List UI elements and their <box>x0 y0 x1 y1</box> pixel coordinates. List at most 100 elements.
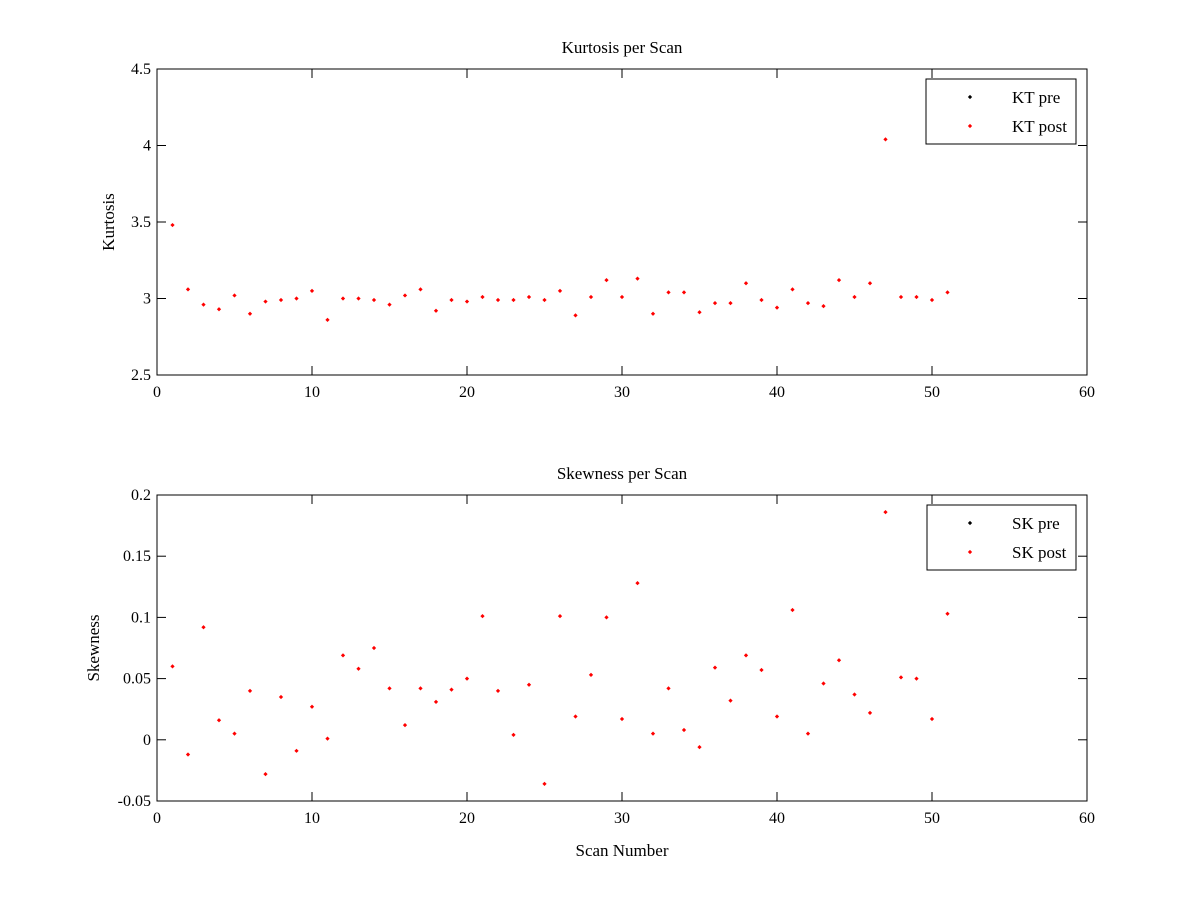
skewness-point-sk-post <box>650 731 656 736</box>
skewness-point-sk-post <box>759 667 764 673</box>
kurtosis-title: Kurtosis per Scan <box>562 38 683 57</box>
skewness-point-sk-post <box>697 745 702 750</box>
skewness-point-sk-post <box>356 666 361 671</box>
skewness-point-sk-post <box>898 675 904 680</box>
kurtosis-point-kt-post <box>666 290 671 295</box>
skewness-point-sk-post <box>790 607 795 613</box>
skewness-legend-marker <box>967 520 973 526</box>
skewness-ylabel: Skewness <box>84 614 103 681</box>
skewness-point-sk-post <box>170 664 175 669</box>
skewness-point-sk-post <box>805 731 811 736</box>
skewness-legend-box <box>926 504 1077 571</box>
skewness-point-sk-post <box>728 698 733 703</box>
kurtosis-point-kt-post <box>294 296 299 301</box>
skewness-point-sk-post <box>449 687 454 692</box>
skewness-point-sk-post <box>201 625 206 630</box>
skewness-legend-marker <box>967 549 973 555</box>
skewness-point-sk-post <box>588 672 594 678</box>
skewness-point-sk-post <box>945 611 950 616</box>
skewness-point-sk-post <box>263 771 268 777</box>
skewness-point-sk-post <box>929 716 935 722</box>
kurtosis-point-kt-post <box>557 288 563 293</box>
skewness-point-sk-post <box>433 699 439 704</box>
kurtosis-point-kt-post <box>449 297 454 303</box>
kurtosis-point-kt-post <box>681 290 687 295</box>
kurtosis-point-kt-post <box>728 300 733 306</box>
kurtosis-point-kt-post <box>511 297 516 303</box>
kurtosis-ytick-label: 4.5 <box>131 61 151 78</box>
kurtosis-point-kt-post <box>387 302 392 307</box>
skewness-ytick-label: 0.1 <box>131 609 151 626</box>
kurtosis-point-kt-post <box>852 294 857 300</box>
skewness-point-sk-post <box>821 681 826 686</box>
kurtosis-point-kt-post <box>805 300 811 306</box>
kurtosis-point-kt-post <box>883 137 888 142</box>
skewness-xlabel: Scan Number <box>575 841 668 860</box>
kurtosis-xtick-label: 50 <box>924 384 940 401</box>
skewness-point-sk-post <box>325 736 330 741</box>
kurtosis-point-kt-post <box>464 299 470 304</box>
kurtosis-legend-box <box>925 78 1077 145</box>
kurtosis-point-kt-post <box>495 297 501 303</box>
kurtosis-point-kt-post <box>867 281 873 286</box>
kurtosis-xtick-label: 10 <box>304 384 320 401</box>
skewness-point-sk-post <box>743 653 749 658</box>
skewness-point-sk-post <box>294 748 299 753</box>
kurtosis-ylabel: Kurtosis <box>99 193 118 251</box>
kurtosis-point-kt-post <box>216 307 222 312</box>
skewness-point-sk-post <box>495 688 501 693</box>
skewness-point-sk-post <box>681 727 687 733</box>
kurtosis-point-kt-post <box>433 308 439 313</box>
kurtosis-xtick-label: 0 <box>153 384 161 401</box>
skewness-xtick-label: 60 <box>1079 810 1095 827</box>
skewness-point-sk-post <box>883 510 888 515</box>
skewness-legend-label: SK pre <box>1012 514 1060 533</box>
kurtosis-point-kt-post <box>743 281 749 286</box>
skewness-point-sk-post <box>914 676 919 681</box>
skewness-point-sk-post <box>867 710 873 715</box>
kurtosis-ytick-label: 2.5 <box>131 367 151 384</box>
kurtosis-xtick-label: 30 <box>614 384 630 401</box>
skewness-point-sk-post <box>573 714 578 719</box>
kurtosis-point-kt-post <box>635 276 640 281</box>
kurtosis-point-kt-post <box>402 293 408 298</box>
kurtosis-point-kt-post <box>480 294 485 300</box>
kurtosis-point-kt-post <box>170 222 175 228</box>
skewness-point-sk-post <box>340 653 346 658</box>
kurtosis-point-kt-post <box>418 287 423 292</box>
skewness-point-sk-post <box>480 614 485 619</box>
kurtosis-point-kt-post <box>712 300 718 306</box>
kurtosis-point-kt-post <box>309 288 315 293</box>
kurtosis-ytick-label: 3.5 <box>131 214 151 231</box>
kurtosis-point-kt-post <box>604 278 609 283</box>
skewness-point-sk-post <box>387 686 392 691</box>
kurtosis-point-kt-post <box>929 297 935 303</box>
skewness-point-sk-post <box>402 722 408 728</box>
kurtosis-point-kt-post <box>325 317 330 323</box>
kurtosis-point-kt-post <box>371 297 377 303</box>
kurtosis-point-kt-post <box>588 294 594 300</box>
kurtosis-point-kt-post <box>619 294 625 300</box>
kurtosis-point-kt-post <box>650 311 656 316</box>
skewness-point-sk-post <box>232 731 237 736</box>
skewness-point-sk-post <box>247 688 253 693</box>
skewness-point-sk-post <box>852 692 857 697</box>
skewness-point-sk-post <box>712 665 718 670</box>
kurtosis-point-kt-post <box>185 287 191 292</box>
skewness-xtick-label: 30 <box>614 810 630 827</box>
skewness-legend-label: SK post <box>1012 543 1067 562</box>
skewness-point-sk-post <box>604 615 609 620</box>
kurtosis-point-kt-post <box>821 304 826 309</box>
kurtosis-legend-label: KT pre <box>1012 88 1060 107</box>
kurtosis-ytick-label: 3 <box>143 291 151 308</box>
kurtosis-point-kt-post <box>573 313 578 318</box>
kurtosis-point-kt-post <box>247 311 253 316</box>
skewness-point-sk-post <box>371 645 377 651</box>
skewness-point-sk-post <box>774 714 780 719</box>
skewness-point-sk-post <box>666 686 671 691</box>
kurtosis-point-kt-post <box>898 294 904 300</box>
skewness-point-sk-post <box>635 581 640 586</box>
skewness-title: Skewness per Scan <box>557 464 688 483</box>
kurtosis-point-kt-post <box>526 294 532 300</box>
kurtosis-ytick-label: 4 <box>143 138 151 155</box>
